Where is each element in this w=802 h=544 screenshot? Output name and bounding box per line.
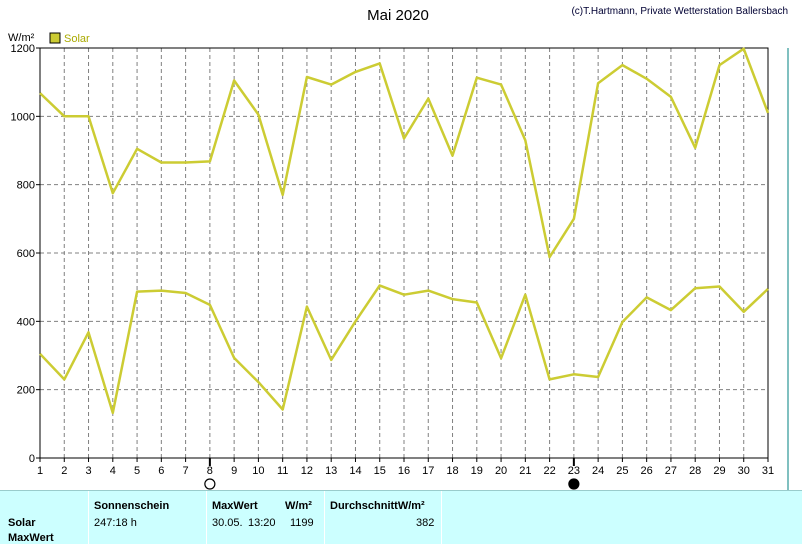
maxwert-header: MaxWert [212, 500, 258, 512]
legend-swatch [49, 32, 61, 44]
sonnenschein-value: 247:18 h [94, 517, 137, 529]
x-tick-label: 7 [183, 465, 189, 477]
y-tick-label: 0 [29, 453, 35, 465]
maxwert-value: 1199 [290, 517, 314, 529]
series-lines [39, 47, 770, 415]
y-tick-label: 1200 [11, 43, 35, 55]
x-tick-label: 3 [85, 465, 91, 477]
x-tick-label: 9 [231, 465, 237, 477]
x-tick-label: 12 [301, 465, 313, 477]
grid [40, 48, 768, 458]
y-tick-label: 1000 [11, 111, 35, 123]
x-tick-label: 13 [325, 465, 337, 477]
y-axis-unit: W/m² [8, 32, 35, 44]
sonnenschein-header: Sonnenschein [94, 500, 170, 512]
durchschnitt-header: DurchschnittW/m² [330, 500, 425, 512]
maxwert-unit: W/m² [285, 500, 312, 512]
copyright-text: (c)T.Hartmann, Private Wetterstation Bal… [571, 6, 788, 17]
full-moon-icon [204, 478, 216, 490]
maxwert-date: 30.05. [212, 517, 243, 529]
row-label-solar: Solar [8, 517, 36, 529]
legend-label: Solar [64, 33, 90, 45]
series-line-mean [39, 284, 769, 415]
y-tick-label: 400 [17, 316, 35, 328]
summary-table: Solar MaxWert Sonnenschein 247:18 h MaxW… [0, 490, 802, 544]
y-tick-label: 600 [17, 248, 35, 260]
x-tick-label: 5 [134, 465, 140, 477]
x-tick-label: 14 [349, 465, 361, 477]
x-tick-label: 26 [641, 465, 653, 477]
chart-title: Mai 2020 [367, 7, 429, 24]
x-tick-label: 21 [519, 465, 531, 477]
x-tick-label: 19 [471, 465, 483, 477]
y-axis-ticks: 0 200 400 600 800 1000 1200 [11, 43, 40, 465]
x-axis-ticks: 1 2 3 4 5 6 7 8 9 10 11 12 13 14 15 16 17 18 19 20 21 22 23 24 2… [37, 458, 774, 477]
new-moon-icon [568, 478, 580, 490]
x-tick-label: 10 [252, 465, 264, 477]
series-line-max [39, 47, 770, 259]
x-tick-label: 22 [543, 465, 555, 477]
x-tick-label: 8 [207, 465, 213, 477]
x-tick-label: 23 [568, 465, 580, 477]
x-tick-label: 15 [374, 465, 386, 477]
x-tick-label: 31 [762, 465, 774, 477]
x-tick-label: 1 [37, 465, 43, 477]
x-tick-label: 11 [277, 465, 288, 477]
x-tick-label: 29 [713, 465, 725, 477]
x-tick-label: 24 [592, 465, 604, 477]
x-tick-label: 2 [61, 465, 67, 477]
durchschnitt-value: 382 [416, 517, 435, 529]
x-tick-label: 16 [398, 465, 410, 477]
maxwert-time: 13:20 [248, 517, 276, 529]
x-tick-label: 6 [158, 465, 164, 477]
x-tick-label: 30 [738, 465, 750, 477]
moon-markers [204, 458, 580, 490]
y-tick-label: 800 [17, 180, 35, 192]
legend: Solar [49, 32, 90, 45]
x-tick-label: 27 [665, 465, 677, 477]
x-tick-label: 17 [422, 465, 434, 477]
x-tick-label: 4 [110, 465, 116, 477]
x-tick-label: 28 [689, 465, 701, 477]
x-tick-label: 18 [446, 465, 458, 477]
row-label-maxwert: MaxWert [8, 532, 54, 544]
x-tick-label: 20 [495, 465, 507, 477]
chart-area: Mai 2020 (c)T.Hartmann, Private Wetterst… [8, 6, 789, 490]
x-tick-label: 25 [616, 465, 628, 477]
y-tick-label: 200 [17, 385, 35, 397]
